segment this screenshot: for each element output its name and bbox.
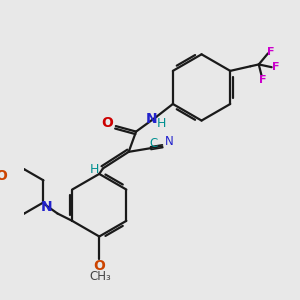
Text: C: C [149, 137, 158, 150]
Text: O: O [102, 116, 113, 130]
Text: N: N [40, 200, 52, 214]
Text: N: N [146, 112, 158, 126]
Text: H: H [157, 117, 167, 130]
Text: O: O [0, 169, 8, 183]
Text: N: N [165, 135, 174, 148]
Text: F: F [272, 62, 279, 72]
Text: H: H [90, 163, 99, 176]
Text: O: O [93, 259, 105, 273]
Text: F: F [259, 75, 266, 85]
Text: CH₃: CH₃ [89, 269, 111, 283]
Text: F: F [267, 46, 274, 57]
